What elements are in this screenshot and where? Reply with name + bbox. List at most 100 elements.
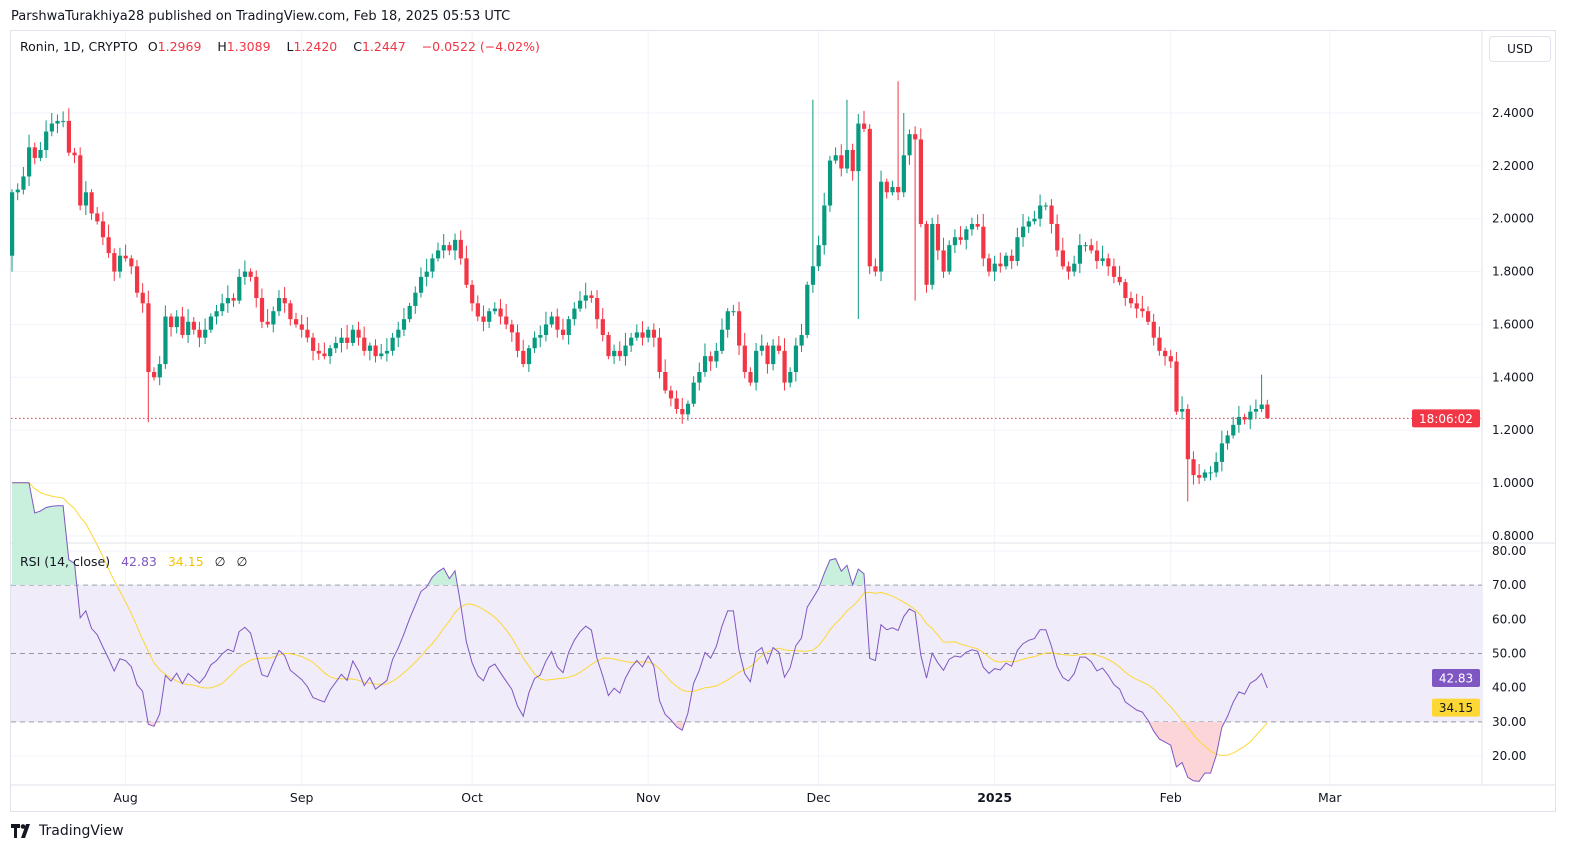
candle-body (441, 245, 446, 251)
candle-body (61, 120, 66, 122)
candle (117, 247, 123, 278)
time-axis-label: Dec (806, 790, 830, 805)
candle (225, 285, 231, 313)
candle-body (356, 329, 361, 338)
candle-body (157, 364, 162, 378)
candles (10, 81, 1270, 502)
candle (186, 309, 191, 343)
candle (589, 290, 594, 303)
candle (1219, 430, 1225, 472)
candle-body (668, 390, 674, 399)
candle (191, 317, 196, 335)
candle-body (759, 345, 764, 351)
candle (1038, 194, 1043, 227)
price-axis-label: 2.2000 (1492, 159, 1534, 173)
currency-button[interactable]: USD (1489, 36, 1551, 62)
time-axis-label: 2025 (977, 790, 1012, 805)
candle-body (1146, 311, 1151, 322)
chart-frame (10, 30, 1556, 812)
candle-body (1219, 443, 1225, 462)
candle-body (731, 311, 736, 313)
candle-body (856, 123, 861, 172)
candle-body (793, 345, 799, 373)
candle (413, 286, 418, 314)
candle (100, 211, 106, 246)
candle-body (27, 147, 32, 177)
candle (680, 397, 685, 424)
candle (481, 305, 486, 332)
candle-body (220, 303, 225, 312)
candle (38, 142, 43, 162)
candle-body (1004, 255, 1009, 267)
candle (782, 338, 787, 391)
candle (282, 286, 287, 313)
candle-body (600, 319, 605, 336)
candle (288, 300, 293, 326)
candle-body (123, 255, 128, 259)
candle (992, 255, 997, 282)
candle-body (742, 345, 747, 373)
candle-body (282, 298, 287, 304)
candle-body (1077, 245, 1083, 264)
candle (640, 321, 645, 346)
candle (583, 282, 588, 309)
candle (305, 317, 310, 343)
candle-body (657, 337, 662, 373)
candle-body (481, 316, 486, 322)
candle (1083, 241, 1088, 252)
candle (242, 260, 248, 285)
countdown-badge (1412, 409, 1480, 428)
candle (685, 400, 691, 421)
candle (918, 128, 923, 228)
candle-body (776, 345, 781, 351)
symbol-name[interactable]: Ronin, 1D, CRYPTO (20, 39, 138, 54)
candle-body (345, 337, 350, 343)
candle (924, 220, 929, 293)
candle-body (748, 372, 753, 383)
rsi-legend: RSI (14, close) 42.83 34.15 ∅ ∅ (20, 554, 254, 569)
candle-body (83, 192, 89, 206)
candle (208, 313, 213, 333)
candle (299, 314, 304, 338)
candle-body (498, 308, 503, 317)
candle-body (112, 253, 117, 272)
candle (856, 114, 861, 320)
candle-body (174, 316, 179, 328)
candle-body (1134, 303, 1139, 309)
candle-body (725, 311, 730, 330)
candle-body (896, 187, 901, 193)
candle (129, 255, 134, 275)
candle (1259, 374, 1264, 413)
candle (646, 326, 651, 343)
candle (560, 318, 566, 340)
candle (44, 120, 49, 158)
candle (572, 302, 577, 326)
candle (986, 253, 992, 277)
candle-body (180, 316, 185, 336)
candle (1248, 405, 1253, 430)
candle-body (95, 213, 100, 222)
candle (930, 217, 935, 290)
candle (1106, 253, 1111, 276)
candle-body (248, 271, 253, 277)
candle-body (242, 271, 248, 277)
candle-body (458, 239, 463, 259)
candle-body (294, 319, 299, 325)
time-axis-label: Mar (1318, 790, 1342, 805)
candle (941, 237, 946, 278)
candle (271, 306, 276, 333)
candle (981, 213, 986, 267)
candle (850, 143, 855, 181)
candle (1094, 240, 1100, 269)
time-axis-label: Aug (113, 790, 137, 805)
rsi-title[interactable]: RSI (14, close) (20, 554, 111, 569)
price-axis-label: 0.8000 (1492, 529, 1534, 543)
candle (913, 126, 918, 301)
candle-body (583, 295, 588, 301)
candle (538, 325, 543, 348)
candle (470, 280, 475, 312)
candle (509, 319, 515, 342)
candle-body (844, 150, 850, 169)
change-value: −0.0522 (−4.02%) (421, 39, 540, 54)
